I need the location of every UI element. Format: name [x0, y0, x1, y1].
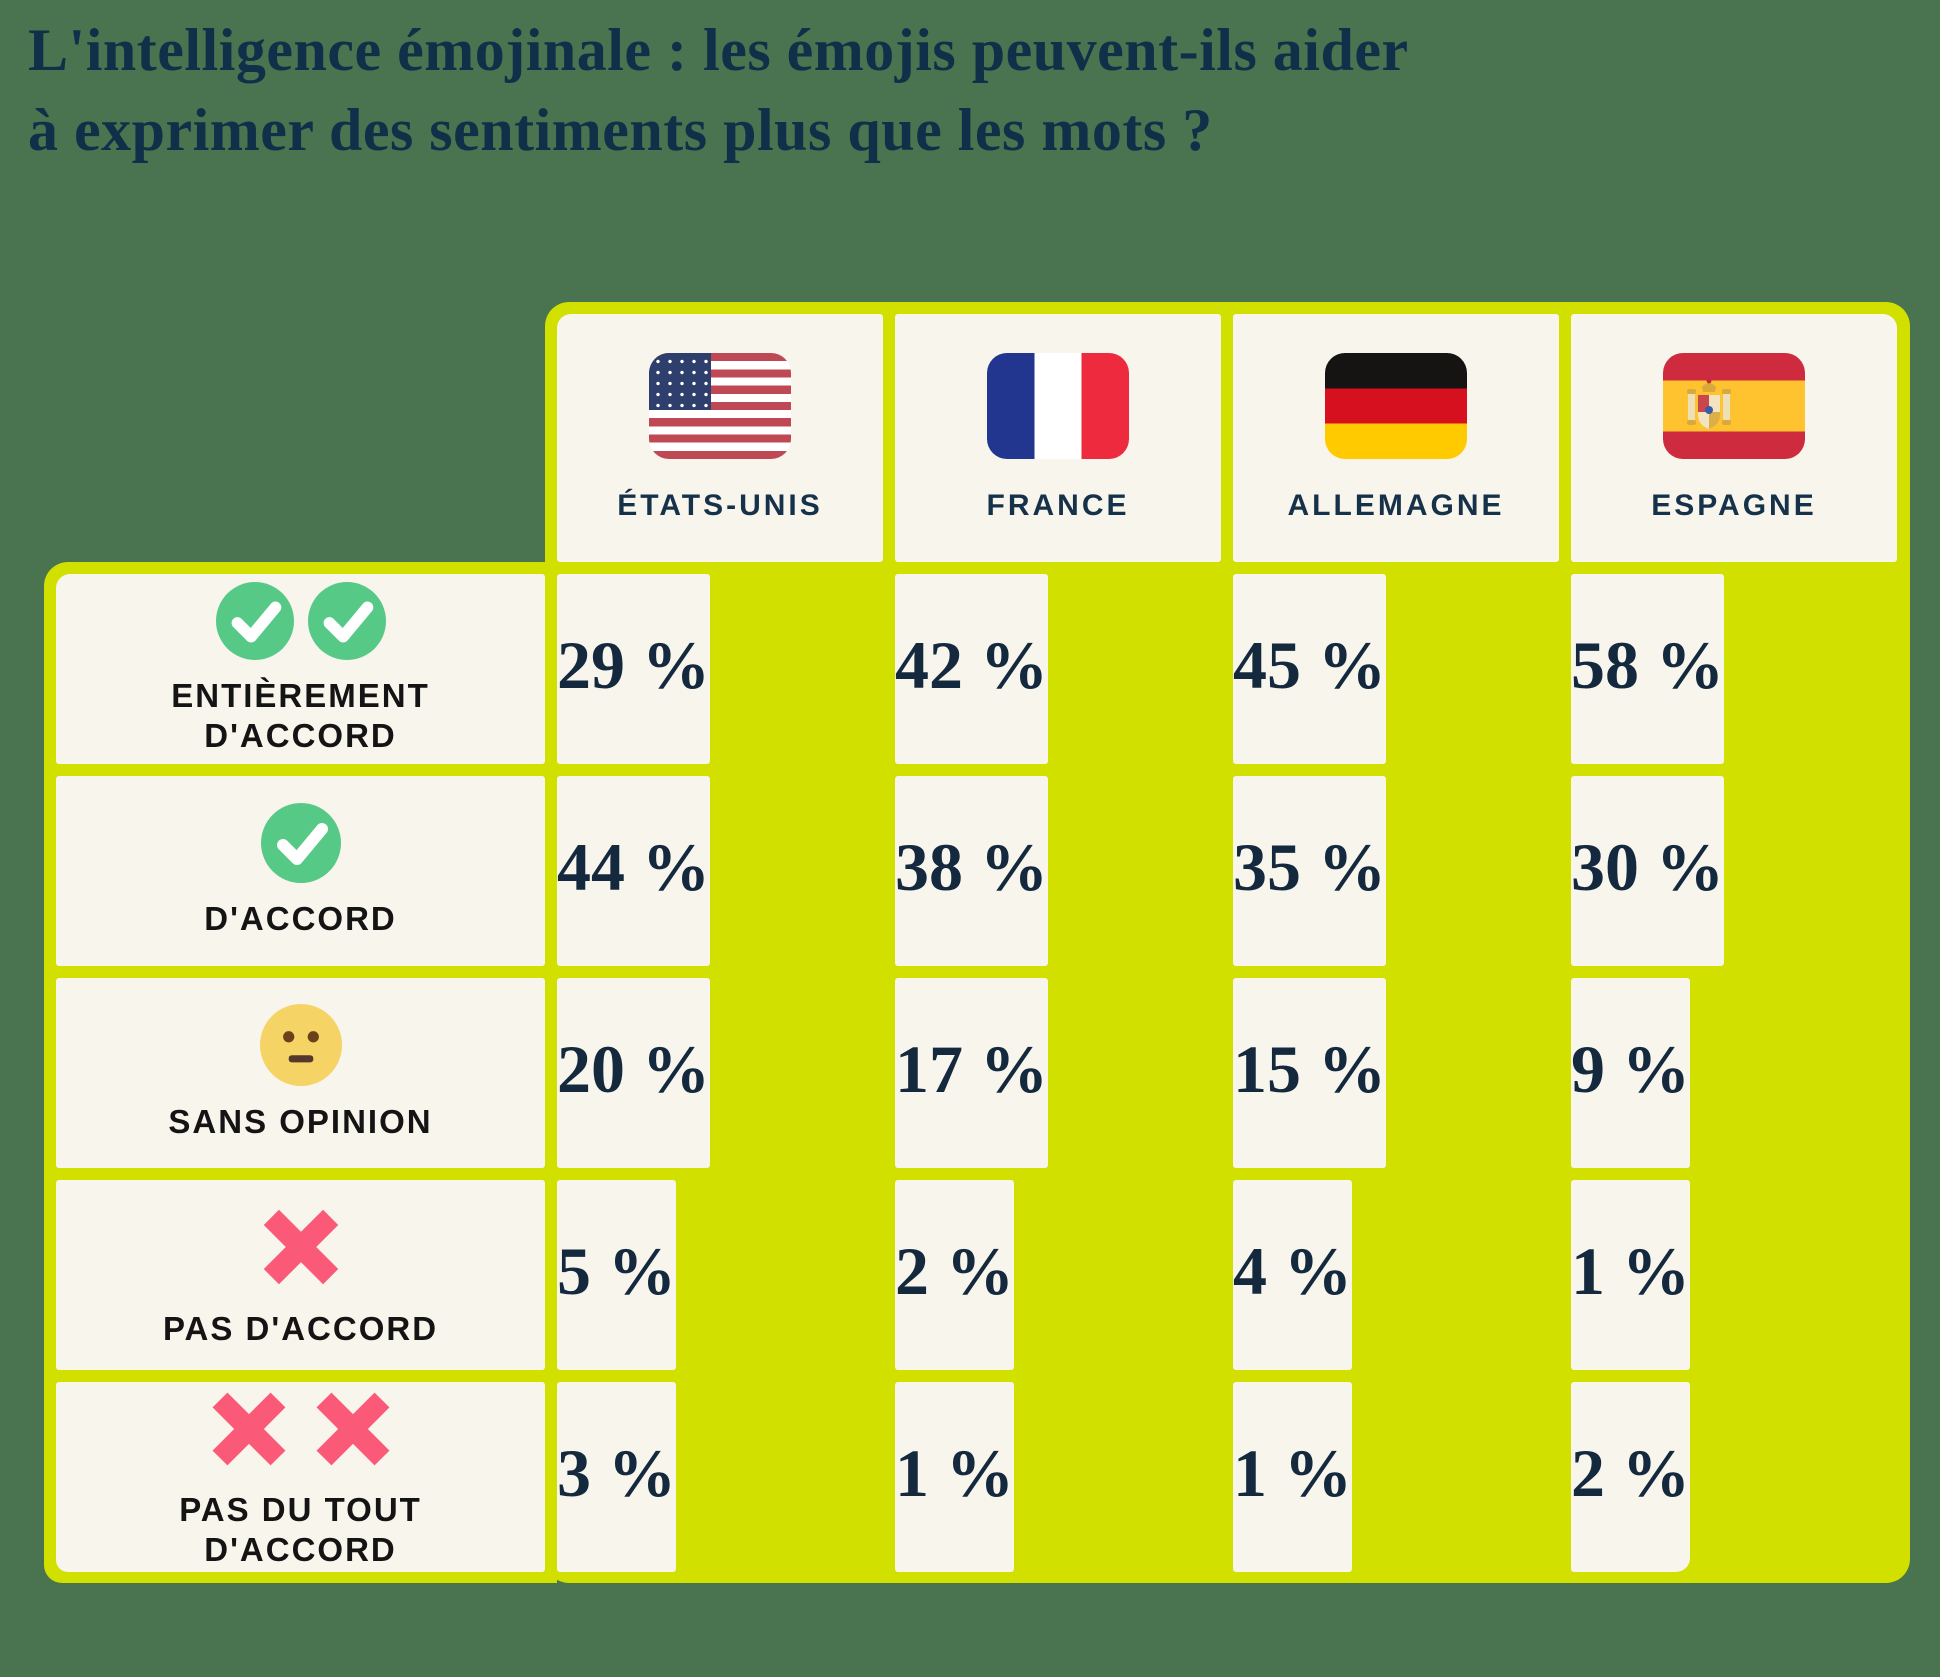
value-cell: 1 %: [1571, 1180, 1690, 1370]
value-cell: 35 %: [1233, 776, 1386, 966]
header-cell-spain: ESPAGNE: [1571, 314, 1897, 562]
value-cell: 3 %: [557, 1382, 676, 1572]
value-text: 2 %: [895, 1232, 1014, 1309]
value-text: 2 %: [1571, 1434, 1690, 1511]
header-cell-germany: ALLEMAGNE: [1233, 314, 1559, 562]
header-cell-united-states: ÉTATS-UNIS: [557, 314, 883, 562]
row-label-cell-agree: D'ACCORD: [56, 776, 545, 966]
value-cell: 38 %: [895, 776, 1048, 966]
value-text: 29 %: [557, 626, 710, 703]
value-text: 45 %: [1233, 626, 1386, 703]
row-label-line1: ENTIÈREMENT: [171, 677, 430, 714]
row-label: ENTIÈREMENT D'ACCORD: [171, 676, 430, 756]
value-cell: 9 %: [1571, 978, 1690, 1168]
value-cell: 15 %: [1233, 978, 1386, 1168]
value-text: 5 %: [557, 1232, 676, 1309]
value-cell: 42 %: [895, 574, 1048, 764]
country-label: FRANCE: [986, 489, 1130, 522]
value-text: 38 %: [895, 828, 1048, 905]
germany-flag-icon: [1325, 353, 1467, 459]
value-text: 3 %: [557, 1434, 676, 1511]
value-cell: 1 %: [1233, 1382, 1352, 1572]
value-cell: 1 %: [895, 1382, 1014, 1572]
us-flag-canton: [649, 353, 711, 410]
country-label: ESPAGNE: [1651, 489, 1817, 522]
value-text: 4 %: [1233, 1232, 1352, 1309]
check-circle-icon: [215, 582, 294, 660]
country-label: ÉTATS-UNIS: [617, 489, 823, 522]
row-label-line2: D'ACCORD: [204, 717, 397, 754]
value-cell: 30 %: [1571, 776, 1724, 966]
value-text: 42 %: [895, 626, 1048, 703]
page-title-line1: L'intelligence émojinale : les émojis pe…: [28, 17, 1409, 83]
value-cell: 20 %: [557, 978, 710, 1168]
row-label-cell-no-opinion: SANS OPINION: [56, 978, 545, 1168]
row-label-line2: D'ACCORD: [204, 1531, 397, 1568]
united-states-flag-icon: [649, 353, 791, 459]
survey-table: ÉTATS-UNIS FRANCE ALLEMAGNE: [44, 302, 1910, 1583]
value-cell: 5 %: [557, 1180, 676, 1370]
value-cell: 45 %: [1233, 574, 1386, 764]
value-cell: 2 %: [1571, 1382, 1690, 1572]
cross-mark-icon: [212, 1392, 285, 1466]
page-title: L'intelligence émojinale : les émojis pe…: [28, 10, 1409, 170]
header-cell-france: FRANCE: [895, 314, 1221, 562]
page-title-line2: à exprimer des sentiments plus que les m…: [28, 97, 1213, 163]
value-text: 30 %: [1571, 828, 1724, 905]
value-text: 17 %: [895, 1030, 1048, 1107]
check-circle-icon: [307, 582, 386, 660]
value-text: 44 %: [557, 828, 710, 905]
value-cell: 17 %: [895, 978, 1048, 1168]
value-text: 35 %: [1233, 828, 1386, 905]
value-text: 20 %: [557, 1030, 710, 1107]
spain-flag-icon: [1663, 353, 1805, 459]
emoji-group: [204, 1384, 398, 1474]
value-text: 9 %: [1571, 1030, 1690, 1107]
row-label-line1: PAS DU TOUT: [179, 1491, 422, 1528]
value-cell: 44 %: [557, 776, 710, 966]
neutral-face-icon: [259, 1004, 342, 1086]
value-cell: 29 %: [557, 574, 710, 764]
check-circle-icon: [260, 803, 341, 883]
emoji-group: [255, 1201, 347, 1293]
value-text: 1 %: [895, 1434, 1014, 1511]
row-label: PAS DU TOUT D'ACCORD: [179, 1490, 422, 1570]
row-label: D'ACCORD: [204, 899, 397, 939]
emoji-group: [260, 803, 341, 883]
row-label-cell-fully-agree: ENTIÈREMENT D'ACCORD: [56, 574, 545, 764]
value-text: 1 %: [1571, 1232, 1690, 1309]
row-label: PAS D'ACCORD: [163, 1309, 438, 1349]
cross-mark-icon: [316, 1392, 389, 1466]
france-flag-icon: [987, 353, 1129, 459]
cross-mark-icon: [263, 1209, 338, 1285]
emoji-group: [259, 1004, 342, 1086]
row-label-cell-disagree: PAS D'ACCORD: [56, 1180, 545, 1370]
value-cell: 2 %: [895, 1180, 1014, 1370]
value-cell: 4 %: [1233, 1180, 1352, 1370]
spain-coat-of-arms: [1687, 378, 1731, 429]
row-label-line1: D'ACCORD: [204, 900, 397, 937]
emoji-group: [215, 582, 386, 660]
value-cell: 58 %: [1571, 574, 1724, 764]
row-label-line1: SANS OPINION: [168, 1103, 433, 1140]
value-text: 15 %: [1233, 1030, 1386, 1107]
row-label: SANS OPINION: [168, 1102, 432, 1142]
row-label-cell-strongly-disagree: PAS DU TOUT D'ACCORD: [56, 1382, 545, 1572]
row-label-line1: PAS D'ACCORD: [162, 1310, 439, 1347]
value-text: 1 %: [1233, 1434, 1352, 1511]
country-label: ALLEMAGNE: [1287, 489, 1505, 522]
value-text: 58 %: [1571, 626, 1724, 703]
